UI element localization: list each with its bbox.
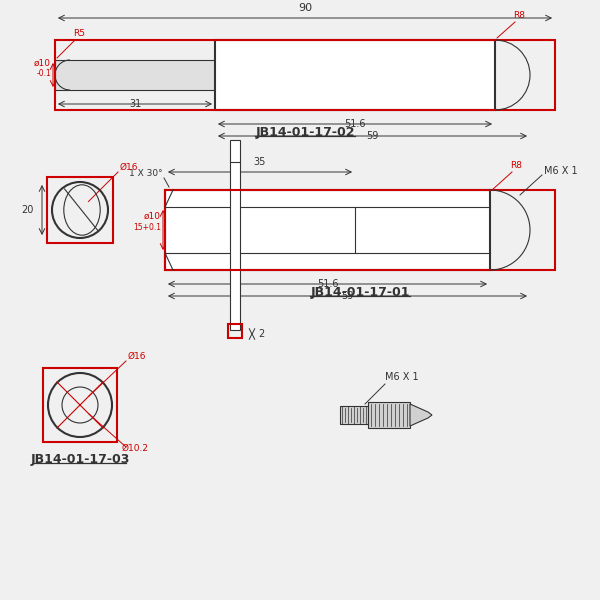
Text: ø10: ø10 [144, 211, 161, 220]
Text: 51.6: 51.6 [344, 119, 366, 129]
Bar [55, 60, 215, 90]
Text: 59: 59 [367, 131, 379, 141]
Bar [165, 190, 555, 270]
Text: 2: 2 [258, 329, 264, 339]
Text: JB14-01-17-01: JB14-01-17-01 [310, 286, 410, 299]
Text: 15+0.1: 15+0.1 [133, 223, 161, 232]
Text: Ø16: Ø16 [128, 352, 146, 361]
Text: 59: 59 [341, 291, 353, 301]
Bar [47, 177, 113, 243]
Polygon shape [410, 404, 432, 426]
Bar [43, 368, 117, 442]
Text: R8: R8 [513, 11, 525, 20]
Text: ø10: ø10 [34, 58, 51, 67]
Text: 20: 20 [22, 205, 34, 215]
Bar [215, 40, 495, 110]
Bar [228, 324, 242, 338]
Text: R8: R8 [510, 161, 522, 170]
Text: R5: R5 [73, 29, 85, 38]
Text: 35: 35 [254, 157, 266, 167]
Bar [165, 207, 355, 253]
Text: JB14-01-17-03: JB14-01-17-03 [31, 453, 130, 466]
Text: M6 X 1: M6 X 1 [385, 372, 419, 382]
Text: Ø10.2: Ø10.2 [122, 444, 149, 453]
Text: Ø16: Ø16 [120, 163, 139, 172]
Text: M6 X 1: M6 X 1 [544, 166, 578, 176]
Text: JB14-01-17-02: JB14-01-17-02 [255, 126, 355, 139]
Text: 31: 31 [129, 99, 141, 109]
Text: 90: 90 [298, 3, 312, 13]
Bar [230, 140, 240, 330]
Bar [340, 406, 370, 424]
Text: 1 X 30°: 1 X 30° [130, 169, 163, 178]
Bar [368, 402, 410, 428]
Bar [165, 190, 490, 270]
Bar [55, 40, 555, 110]
Text: 51.6: 51.6 [317, 279, 338, 289]
Text: -0.1: -0.1 [36, 68, 51, 77]
